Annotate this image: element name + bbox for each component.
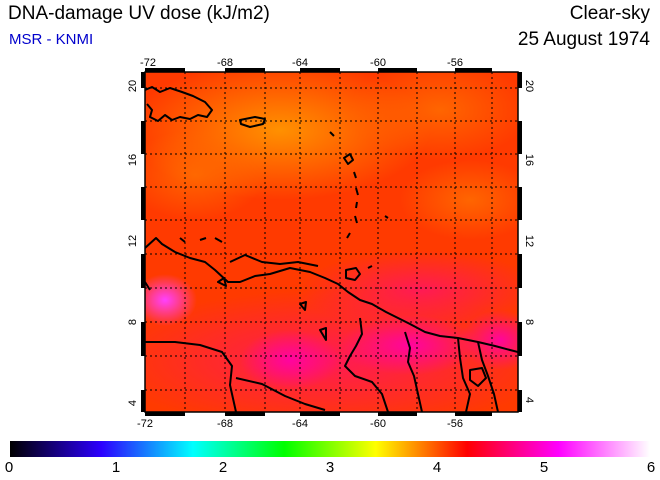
map-title: DNA-damage UV dose (kJ/m2) <box>8 3 270 24</box>
lon-label-bottom-72: -72 <box>137 418 153 430</box>
lat-label-left-12: 12 <box>127 235 139 247</box>
lon-label-bottom-60: -60 <box>370 418 386 430</box>
sky-condition: Clear-sky <box>569 3 650 24</box>
scale-label-1: 1 <box>111 459 121 476</box>
lon-label-top-64: -64 <box>292 57 308 69</box>
scale-label-5: 5 <box>539 459 549 476</box>
frame-ticks <box>141 68 522 416</box>
lon-label-top-60: -60 <box>370 57 386 69</box>
lat-label-right-8: 8 <box>523 319 535 325</box>
scale-label-0: 0 <box>4 459 14 476</box>
lon-label-top-72: -72 <box>140 57 156 69</box>
scale-label-3: 3 <box>325 459 335 476</box>
scale-label-6: 6 <box>646 459 656 476</box>
lat-label-right-16: 16 <box>523 154 535 166</box>
lat-label-right-20: 20 <box>523 80 535 92</box>
lat-label-left-4: 4 <box>127 400 139 406</box>
lon-label-bottom-64: -64 <box>292 418 308 430</box>
lon-label-top-56: -56 <box>447 57 463 69</box>
lat-label-left-16: 16 <box>127 154 139 166</box>
scale-label-4: 4 <box>432 459 442 476</box>
color-scale-bar <box>10 441 650 457</box>
uv-dose-field <box>145 72 518 412</box>
lat-label-right-4: 4 <box>523 397 535 403</box>
map-date: 25 August 1974 <box>517 29 650 50</box>
map-panel: -72 -68 -64 -60 -56 -72 -68 -64 -60 -56 … <box>127 57 535 430</box>
lat-label-left-8: 8 <box>127 319 139 325</box>
lon-label-bottom-56: -56 <box>447 418 463 430</box>
source-label: MSR - KNMI <box>9 31 94 48</box>
lon-label-top-68: -68 <box>217 57 233 69</box>
lon-label-bottom-68: -68 <box>217 418 233 430</box>
scale-label-2: 2 <box>218 459 228 476</box>
lat-label-left-20: 20 <box>127 80 139 92</box>
coastlines <box>145 86 518 412</box>
graticule <box>145 72 518 412</box>
lat-label-right-12: 12 <box>523 235 535 247</box>
